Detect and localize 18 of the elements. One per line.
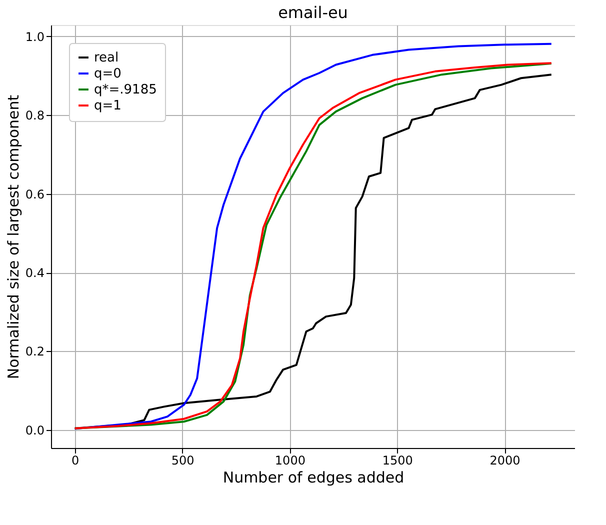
legend-label: q*=.9185 [94, 82, 157, 98]
x-tick-label: 0 [72, 454, 80, 468]
chart-title: email-eu [278, 3, 348, 22]
y-tick-label: 0.4 [25, 266, 44, 280]
y-tick-label: 0.8 [25, 108, 44, 123]
legend-label: q=0 [94, 66, 122, 82]
y-tick-label: 1.0 [25, 30, 44, 44]
y-tick-label: 0.6 [25, 187, 44, 202]
y-tick-label: 0.0 [25, 423, 44, 438]
legend-label: real [94, 50, 119, 66]
x-tick-label: 2000 [490, 454, 520, 468]
legend-label: q=1 [94, 98, 122, 114]
x-tick-label: 1000 [274, 454, 306, 468]
x-tick-label: 1500 [382, 454, 413, 468]
x-axis-title: Number of edges added [222, 468, 404, 486]
y-tick-label: 0.2 [25, 344, 44, 359]
y-axis-title: Normalized size of largest component [4, 94, 22, 380]
x-tick-label: 500 [171, 454, 194, 468]
